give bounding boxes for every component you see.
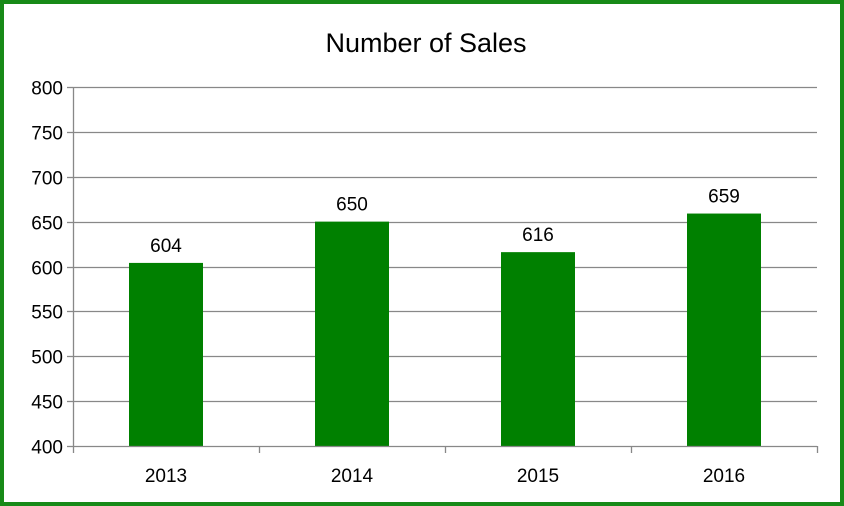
data-label-2015: 616 bbox=[522, 225, 554, 246]
y-tick-label: 450 bbox=[31, 393, 63, 414]
data-label-2014: 650 bbox=[336, 195, 368, 216]
y-tick-label: 750 bbox=[31, 124, 63, 145]
labels: 400 450 500 550 600 650 700 750 800 604 2013 650 201… bbox=[31, 79, 745, 488]
x-tick-label-2015: 2015 bbox=[517, 466, 559, 487]
data-label-2016: 659 bbox=[708, 187, 740, 208]
x-tick-label-2016: 2016 bbox=[703, 466, 745, 487]
chart-title: Number of Sales bbox=[325, 28, 527, 58]
y-tick-label: 700 bbox=[31, 169, 63, 190]
y-tick-label: 550 bbox=[31, 303, 63, 324]
bar-2015 bbox=[501, 252, 575, 446]
data-label-2013: 604 bbox=[150, 236, 182, 257]
y-tick-label: 500 bbox=[31, 348, 63, 369]
bar-2014 bbox=[315, 221, 389, 446]
bar-2013 bbox=[129, 262, 203, 446]
axes bbox=[67, 86, 819, 453]
x-tick-label-2014: 2014 bbox=[331, 466, 374, 487]
y-tick-label: 650 bbox=[31, 214, 63, 235]
y-tick-label: 400 bbox=[31, 438, 63, 459]
bar-2016 bbox=[687, 213, 761, 446]
y-tick-label: 800 bbox=[31, 79, 63, 100]
x-tick-label-2013: 2013 bbox=[145, 466, 187, 487]
bars bbox=[129, 213, 761, 446]
y-tick-label: 600 bbox=[31, 259, 63, 280]
